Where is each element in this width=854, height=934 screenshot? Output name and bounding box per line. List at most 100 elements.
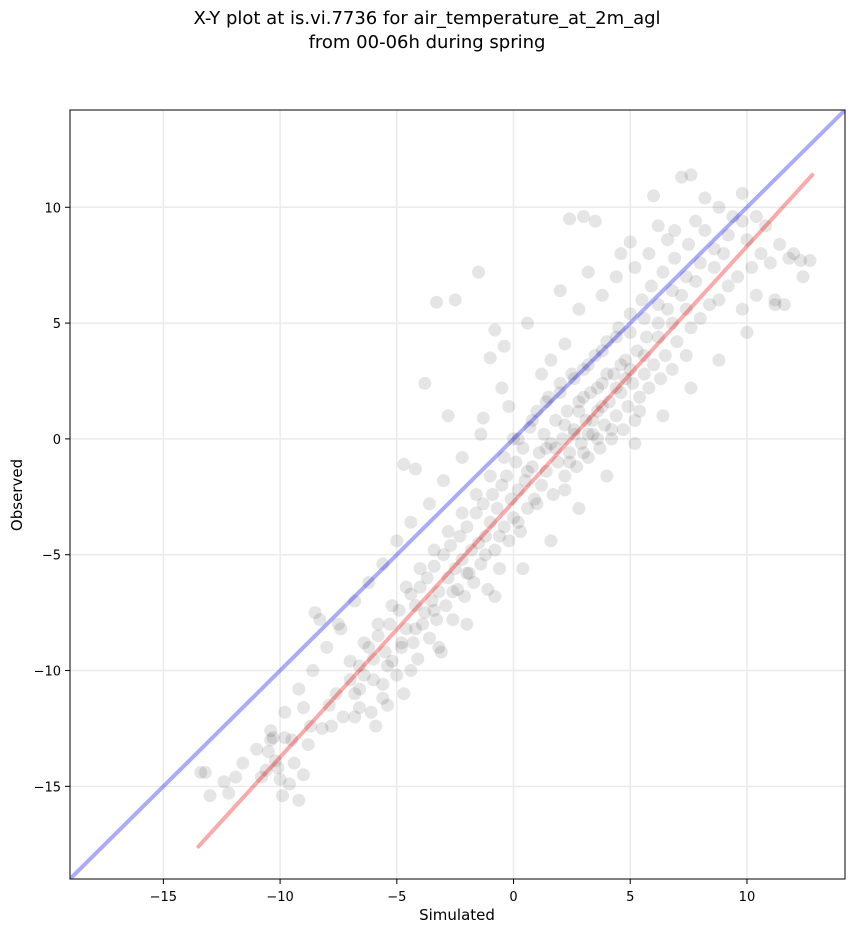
data-point bbox=[488, 589, 502, 603]
data-point bbox=[600, 469, 614, 483]
data-point bbox=[495, 381, 509, 395]
data-point bbox=[560, 404, 574, 418]
data-point bbox=[609, 381, 623, 395]
data-point bbox=[264, 733, 278, 747]
data-point bbox=[635, 293, 649, 307]
data-point bbox=[486, 488, 500, 501]
data-point bbox=[626, 376, 640, 390]
data-point bbox=[759, 219, 773, 233]
data-point bbox=[782, 251, 796, 265]
data-point bbox=[668, 251, 682, 265]
data-point bbox=[432, 640, 446, 654]
data-point bbox=[637, 349, 651, 363]
data-point bbox=[577, 446, 591, 460]
y-tick-label: 0 bbox=[53, 433, 61, 448]
data-point bbox=[539, 464, 553, 478]
data-point bbox=[703, 298, 717, 312]
data-point bbox=[451, 582, 464, 596]
data-point bbox=[586, 427, 600, 441]
data-point bbox=[469, 488, 483, 501]
data-point bbox=[385, 654, 399, 668]
data-point bbox=[609, 330, 623, 344]
data-point bbox=[362, 640, 376, 654]
data-point bbox=[558, 418, 572, 432]
data-point bbox=[420, 571, 434, 585]
data-point bbox=[768, 293, 782, 307]
data-point bbox=[630, 344, 644, 358]
data-point bbox=[394, 640, 408, 654]
data-point bbox=[390, 534, 404, 548]
data-point bbox=[532, 446, 546, 460]
data-point bbox=[465, 543, 479, 557]
data-point bbox=[572, 501, 586, 515]
data-point bbox=[572, 395, 586, 409]
data-point bbox=[586, 413, 600, 427]
data-point bbox=[693, 256, 707, 270]
data-point bbox=[605, 423, 619, 437]
data-point bbox=[509, 455, 523, 469]
data-point bbox=[661, 233, 675, 247]
data-point bbox=[665, 316, 679, 330]
data-point bbox=[268, 754, 282, 768]
chart-title-line-2: from 00-06h during spring bbox=[308, 32, 546, 53]
data-point bbox=[429, 613, 443, 627]
data-point bbox=[198, 765, 212, 779]
data-point bbox=[502, 534, 516, 548]
data-point bbox=[306, 664, 320, 678]
data-point bbox=[458, 589, 472, 603]
data-point bbox=[628, 413, 642, 427]
data-point bbox=[689, 214, 703, 228]
data-point bbox=[600, 335, 614, 349]
data-point bbox=[614, 247, 628, 261]
data-point bbox=[441, 409, 455, 423]
data-point bbox=[668, 223, 682, 237]
data-point bbox=[436, 548, 450, 562]
grid-layer bbox=[70, 110, 845, 879]
x-tick-label: −15 bbox=[150, 890, 177, 905]
data-point bbox=[619, 353, 633, 367]
data-point bbox=[474, 427, 488, 441]
data-point bbox=[794, 254, 808, 268]
data-point bbox=[647, 358, 661, 372]
data-point bbox=[352, 659, 366, 673]
data-point bbox=[623, 325, 637, 339]
data-point bbox=[523, 420, 537, 434]
data-point bbox=[579, 413, 593, 427]
data-point bbox=[679, 302, 693, 316]
data-point bbox=[371, 617, 385, 631]
data-point bbox=[434, 645, 448, 659]
data-point bbox=[376, 557, 390, 571]
chart-title-line-1: X-Y plot at is.vi.7736 for air_temperatu… bbox=[193, 8, 661, 29]
data-point bbox=[535, 478, 549, 492]
data-point bbox=[397, 457, 411, 471]
x-tick-label: −10 bbox=[266, 890, 293, 905]
data-point bbox=[418, 376, 432, 390]
data-point bbox=[472, 536, 486, 550]
data-point bbox=[446, 613, 460, 627]
data-point bbox=[539, 441, 553, 455]
data-point bbox=[572, 404, 586, 418]
data-point bbox=[507, 511, 521, 525]
data-point bbox=[682, 237, 696, 251]
data-point bbox=[542, 390, 556, 404]
data-point bbox=[623, 362, 637, 376]
data-point bbox=[278, 705, 292, 719]
data-point bbox=[406, 636, 420, 650]
data-point bbox=[507, 432, 521, 446]
data-point bbox=[364, 705, 378, 719]
data-point bbox=[558, 337, 572, 351]
data-point bbox=[236, 756, 250, 770]
data-point bbox=[343, 654, 357, 668]
data-point bbox=[581, 358, 595, 372]
data-point bbox=[483, 469, 497, 483]
data-point bbox=[476, 411, 490, 425]
data-point bbox=[553, 386, 567, 400]
data-point bbox=[581, 450, 595, 464]
data-point bbox=[656, 409, 670, 423]
data-point bbox=[488, 543, 502, 557]
data-point bbox=[787, 247, 801, 261]
data-point bbox=[217, 775, 231, 789]
data-point bbox=[436, 474, 450, 488]
data-point bbox=[614, 358, 628, 372]
